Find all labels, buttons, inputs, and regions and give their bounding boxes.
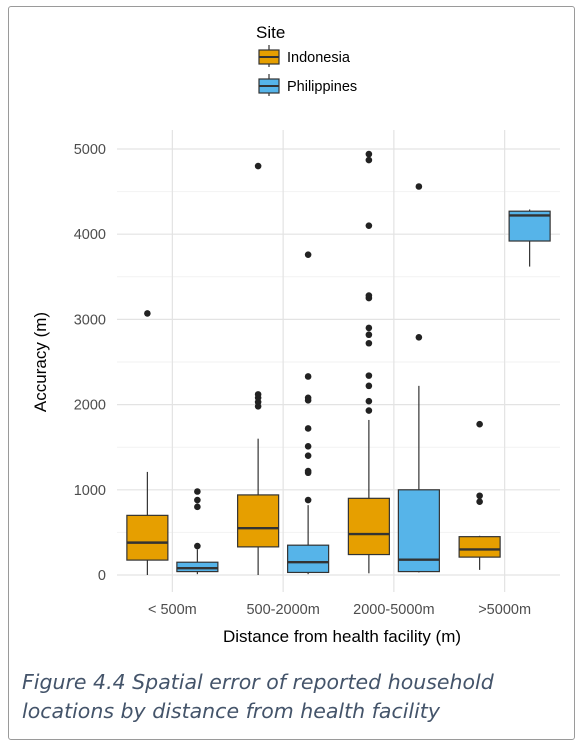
outlier-point: [304, 394, 312, 402]
outlier-point: [365, 331, 373, 339]
figure-frame: [8, 6, 575, 740]
outlier-point: [415, 183, 423, 190]
y-tick-label: 4000: [74, 227, 106, 243]
outlier-point: [365, 222, 373, 229]
outlier-point: [476, 492, 483, 500]
outlier-point: [194, 503, 201, 511]
box-philippines-3: [508, 209, 551, 267]
outlier-point: [304, 251, 312, 258]
box-philippines-2: [397, 183, 440, 573]
outlier-point: [365, 339, 373, 347]
y-tick-label: 2000: [74, 398, 106, 414]
box-indonesia-3: [458, 420, 501, 570]
box-body: [287, 544, 330, 574]
box-body: [237, 494, 280, 548]
outlier-point: [304, 373, 312, 380]
legend-label: Indonesia: [287, 50, 351, 66]
outlier-point: [194, 542, 201, 550]
box-body: [347, 497, 390, 556]
box-philippines-0: [176, 488, 219, 575]
figure-caption: Figure 4.4 Spatial error of reported hou…: [22, 670, 494, 723]
outlier-point: [476, 420, 483, 428]
y-tick-label: 0: [98, 568, 106, 584]
outlier-point: [304, 443, 312, 450]
box-body: [397, 489, 440, 573]
outlier-point: [304, 452, 312, 460]
legend-title: Site: [256, 23, 285, 42]
y-tick-label: 3000: [74, 312, 106, 328]
outlier-point: [365, 397, 373, 405]
outlier-point: [304, 496, 312, 504]
legend-item-indonesia: Indonesia: [258, 45, 351, 67]
outlier-point: [365, 324, 373, 332]
outlier-point: [365, 150, 373, 158]
box-body: [458, 536, 501, 558]
y-tick-label: 5000: [74, 142, 106, 158]
box-indonesia-0: [126, 310, 169, 575]
x-tick-label: < 500m: [148, 602, 197, 618]
outlier-point: [254, 391, 262, 398]
outlier-point: [365, 407, 373, 414]
outlier-point: [365, 382, 373, 390]
box-philippines-1: [287, 251, 330, 575]
outlier-point: [304, 425, 312, 432]
legend-item-philippines: Philippines: [258, 74, 357, 96]
x-tick-label: 2000-5000m: [353, 602, 434, 618]
outlier-point: [365, 372, 373, 379]
outlier-point: [144, 310, 151, 317]
y-tick-label: 1000: [74, 483, 106, 499]
outlier-point: [476, 498, 483, 506]
outlier-point: [415, 333, 423, 341]
x-axis-title: Distance from health facility (m): [223, 627, 461, 646]
x-tick-label: 500-2000m: [246, 602, 319, 618]
box-body: [176, 561, 219, 573]
outlier-point: [304, 467, 312, 475]
box-indonesia-2: [347, 150, 390, 574]
boxplot-chart: 0 1000 2000 3000 4000 5000 < 500m 500-2000m 200…: [31, 23, 560, 646]
outlier-point: [254, 162, 262, 170]
outlier-point: [194, 496, 201, 504]
box-indonesia-1: [237, 162, 280, 575]
outlier-point: [194, 488, 201, 495]
outlier-point: [365, 292, 373, 299]
x-tick-label: >5000m: [478, 602, 531, 618]
outlier-point: [365, 156, 373, 164]
y-axis-title: Accuracy (m): [31, 312, 50, 412]
legend-label: Philippines: [287, 79, 357, 95]
box-body: [126, 514, 169, 561]
